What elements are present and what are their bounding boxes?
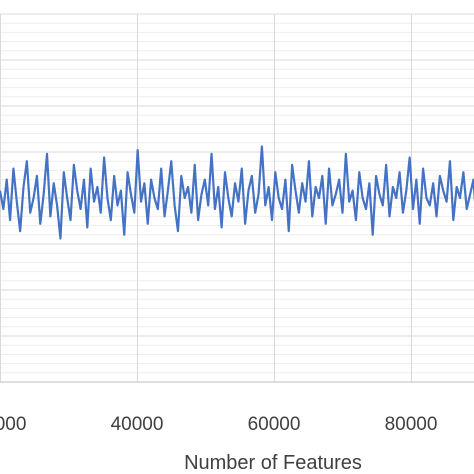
x-tick-labels: 20000 40000 60000 80000 — [0, 414, 437, 435]
x-tick-label: 20000 — [0, 414, 26, 435]
x-tick-label: 40000 — [111, 414, 164, 435]
x-axis-title: Number of Features — [184, 452, 362, 474]
x-tick-label: 60000 — [248, 414, 301, 435]
x-tick-label: 80000 — [385, 414, 438, 435]
series-group — [0, 145, 474, 240]
series-line-0 — [0, 145, 474, 240]
